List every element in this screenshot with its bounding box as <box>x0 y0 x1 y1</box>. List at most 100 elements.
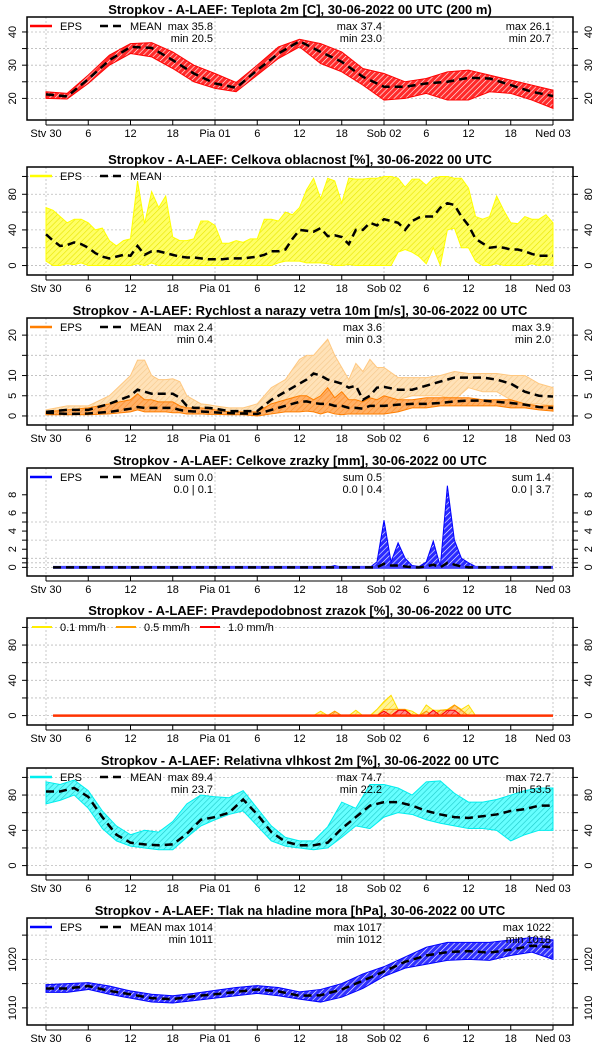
speed-mean-line <box>45 399 554 416</box>
y-tick-label-right: 10 <box>583 369 595 381</box>
stat-annotation: min 1018 <box>506 934 551 946</box>
x-tick-label: 6 <box>85 433 91 445</box>
stat-annotation: min 20.7 <box>509 33 551 45</box>
x-tick-label: 18 <box>505 433 517 445</box>
chart-precip: Stropkov - A-LAEF: Celkove zrazky [mm], … <box>7 453 595 596</box>
x-tick-label: Stv 30 <box>30 283 61 295</box>
y-tick-label-right: 8 <box>583 492 595 498</box>
stat-annotation: max 72.7 <box>506 772 551 784</box>
y-tick-label-left: 8 <box>7 492 19 498</box>
precip-band <box>53 485 553 568</box>
stat-annotation: 0.0 | 0.4 <box>342 484 382 496</box>
x-tick-label: 6 <box>423 283 429 295</box>
x-tick-label: Pia 01 <box>199 283 230 295</box>
legend-label-mean: MEAN <box>130 171 162 183</box>
x-tick-label: Pia 01 <box>199 733 230 745</box>
y-tick-label-left: 20 <box>7 329 19 341</box>
x-tick-label: 12 <box>293 733 305 745</box>
x-tick-label: 6 <box>423 883 429 895</box>
x-tick-label: 12 <box>293 883 305 895</box>
x-tick-label: 12 <box>462 433 474 445</box>
x-tick-label: Stv 30 <box>30 584 61 596</box>
y-tick-label-left: 40 <box>7 824 19 836</box>
legend-label-mean: MEAN <box>130 322 162 334</box>
stat-annotation: min 1011 <box>169 934 213 946</box>
x-tick-label: 12 <box>124 733 136 745</box>
y-tick-label-right: 0 <box>583 262 595 268</box>
y-tick-label-right: 40 <box>583 26 595 38</box>
y-tick-label-left: 0 <box>7 863 19 869</box>
x-tick-label: 6 <box>254 883 260 895</box>
x-tick-label: 12 <box>124 283 136 295</box>
x-tick-label: Ned 03 <box>535 584 570 596</box>
x-tick-label: 6 <box>254 283 260 295</box>
x-tick-label: 12 <box>462 584 474 596</box>
legend-label: 0.5 mm/h <box>144 622 190 634</box>
mean-line <box>53 561 553 569</box>
stat-annotation: sum 0.0 <box>174 472 213 484</box>
x-tick-label: 12 <box>293 283 305 295</box>
x-tick-label: 6 <box>85 883 91 895</box>
y-tick-label-left: 10 <box>7 369 19 381</box>
x-tick-label: 6 <box>85 128 91 140</box>
stat-annotation: min 2.0 <box>515 334 551 346</box>
y-tick-label-left: 2 <box>7 546 19 552</box>
x-tick-label: 6 <box>254 128 260 140</box>
stat-annotation: min 0.3 <box>346 334 382 346</box>
ensemble-band <box>45 175 554 268</box>
x-tick-label: 18 <box>505 733 517 745</box>
speed-band <box>45 386 554 417</box>
stat-annotation: min 53.5 <box>509 784 551 796</box>
x-tick-label: Pia 01 <box>199 1033 230 1045</box>
legend-label-mean: MEAN <box>130 922 162 934</box>
y-tick-label-left: 80 <box>7 639 19 651</box>
stat-annotation: min 20.5 <box>171 33 213 45</box>
y-tick-label-right: 4 <box>583 528 595 534</box>
x-tick-label: 6 <box>254 584 260 596</box>
x-tick-label: 12 <box>293 584 305 596</box>
x-tick-label: Ned 03 <box>535 1033 570 1045</box>
x-tick-label: Ned 03 <box>535 433 570 445</box>
x-tick-label: 6 <box>254 733 260 745</box>
x-tick-label: 12 <box>462 283 474 295</box>
y-tick-label-left: 0 <box>7 713 19 719</box>
y-tick-label-left: 6 <box>7 510 19 516</box>
x-tick-label: Pia 01 <box>199 128 230 140</box>
chart-temp: Stropkov - A-LAEF: Teplota 2m [C], 30-06… <box>7 2 595 140</box>
stat-annotation: 0.0 | 0.1 <box>173 484 213 496</box>
x-tick-label: 12 <box>462 733 474 745</box>
y-tick-label-left: 0 <box>7 413 19 419</box>
legend-label-eps: EPS <box>60 171 82 183</box>
y-tick-label-right: 2 <box>583 546 595 552</box>
x-tick-label: 18 <box>167 128 179 140</box>
x-tick-label: 6 <box>254 1033 260 1045</box>
legend-label-eps: EPS <box>60 21 82 33</box>
stat-annotation: max 35.8 <box>168 21 213 33</box>
x-tick-label: 12 <box>124 883 136 895</box>
stat-annotation: sum 0.5 <box>343 472 382 484</box>
x-tick-label: Pia 01 <box>199 883 230 895</box>
x-tick-label: 6 <box>85 1033 91 1045</box>
y-tick-label-left: 80 <box>7 789 19 801</box>
chart-pressure: Stropkov - A-LAEF: Tlak na hladine mora … <box>7 903 595 1045</box>
stat-annotation: min 0.4 <box>177 334 213 346</box>
x-tick-label: 6 <box>423 733 429 745</box>
y-tick-label-right: 20 <box>583 329 595 341</box>
chart-title: Stropkov - A-LAEF: Celkova oblacnost [%]… <box>108 152 492 167</box>
x-tick-label: 12 <box>293 433 305 445</box>
x-tick-label: Ned 03 <box>535 883 570 895</box>
x-tick-label: Stv 30 <box>30 128 61 140</box>
x-tick-label: 18 <box>505 128 517 140</box>
stat-annotation: max 1017 <box>334 922 382 934</box>
stat-annotation: max 3.9 <box>512 322 551 334</box>
prob-05-area <box>53 704 553 717</box>
y-tick-label-left: 40 <box>7 224 19 236</box>
y-tick-label-right: 20 <box>583 92 595 104</box>
x-tick-label: Ned 03 <box>535 128 570 140</box>
x-tick-label: Pia 01 <box>199 433 230 445</box>
y-tick-label-right: 0 <box>583 564 595 570</box>
x-tick-label: 18 <box>336 433 348 445</box>
y-tick-label-right: 80 <box>583 789 595 801</box>
ensemble-band <box>45 779 554 851</box>
x-tick-label: 18 <box>336 733 348 745</box>
